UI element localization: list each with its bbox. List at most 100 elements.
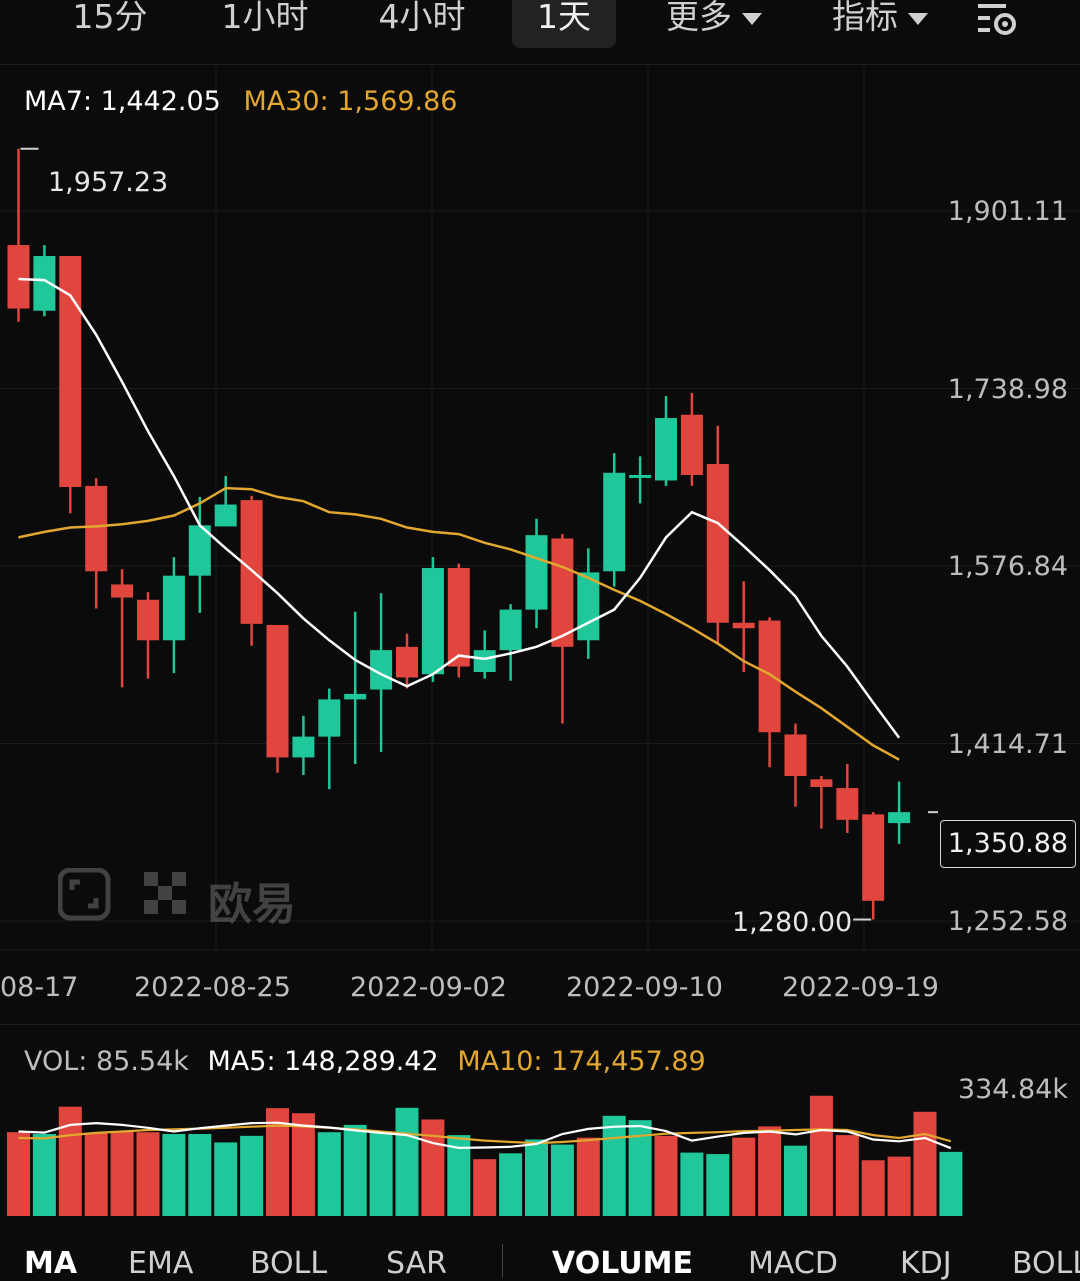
- vol-ma5-label: MA5: 148,289.42: [207, 1046, 439, 1077]
- y-tick-label: 1,414.71: [947, 729, 1068, 760]
- tab-indicators-label: 指标: [832, 0, 898, 36]
- volume-bar: [84, 1132, 108, 1216]
- volume-bar: [32, 1134, 56, 1216]
- candle-body: [680, 414, 703, 475]
- candle-body: [111, 584, 134, 598]
- candle-body: [59, 256, 82, 488]
- x-tick-label: 2022-09-02: [350, 972, 507, 1003]
- candle-body: [551, 538, 574, 647]
- volume-bar: [758, 1126, 782, 1216]
- volume-bar: [110, 1131, 134, 1216]
- volume-bar: [654, 1135, 678, 1216]
- chart-settings-icon[interactable]: [976, 0, 1020, 40]
- tab-ema[interactable]: EMA: [128, 1246, 194, 1281]
- vol-ma5-line: [18, 1121, 952, 1150]
- tab-kdj[interactable]: KDJ: [900, 1246, 952, 1281]
- ma-legend: MA7: 1,442.05 MA30: 1,569.86: [24, 86, 472, 117]
- volume-bar: [447, 1135, 471, 1216]
- candle-body: [499, 609, 522, 651]
- tab-sar[interactable]: SAR: [386, 1246, 447, 1281]
- candle-body: [706, 464, 729, 623]
- volume-legend: VOL: 85.54k MA5: 148,289.42 MA10: 174,45…: [24, 1046, 716, 1077]
- volume-bar: [188, 1134, 212, 1216]
- volume-bar: [7, 1132, 30, 1216]
- volume-bar: [939, 1151, 963, 1216]
- volume-bar: [861, 1160, 885, 1216]
- chevron-down-icon: [908, 12, 928, 25]
- x-tick-label: 2022-08-25: [134, 972, 291, 1003]
- candle-body: [370, 650, 393, 690]
- tab-1d[interactable]: 1天: [512, 0, 616, 48]
- tab-indicators[interactable]: 指标: [818, 0, 942, 48]
- candle-body: [447, 568, 470, 667]
- candle-body: [188, 525, 211, 576]
- ma7-line: [18, 277, 901, 739]
- candle-body: [732, 622, 755, 629]
- volume-bar: [809, 1095, 833, 1216]
- divider: [0, 1024, 1080, 1025]
- candle-body: [7, 245, 30, 309]
- last-price-badge: 1,350.88: [940, 820, 1076, 868]
- tab-boll[interactable]: BOLL: [250, 1246, 328, 1281]
- tab-boll-sub[interactable]: BOLL: [1012, 1246, 1080, 1281]
- volume-bar: [421, 1119, 445, 1216]
- timeframe-bar: 15分 1小时 4小时 1天 更多 指标: [0, 0, 1080, 62]
- candle-body: [758, 620, 781, 733]
- watermark-text: 欧易: [208, 879, 296, 930]
- volume-bar: [395, 1107, 419, 1216]
- y-tick-label: 1,252.58: [947, 906, 1068, 937]
- low-price-label: 1,280.00: [732, 907, 853, 938]
- y-tick-label: 1,901.11: [947, 196, 1068, 227]
- candle-body: [85, 485, 108, 572]
- tab-more-label: 更多: [666, 0, 732, 36]
- candle-body: [655, 418, 677, 481]
- volume-bar: [291, 1113, 315, 1216]
- candle-body: [836, 788, 859, 820]
- tab-macd[interactable]: MACD: [748, 1246, 838, 1281]
- tab-15m[interactable]: 15分: [72, 0, 148, 36]
- tab-volume[interactable]: VOLUME: [552, 1246, 693, 1281]
- tab-4h[interactable]: 4小时: [378, 0, 466, 36]
- volume-bar: [784, 1145, 807, 1216]
- x-tick-label: 08-17: [0, 972, 79, 1003]
- volume-bar: [913, 1111, 937, 1216]
- candle-body: [784, 734, 807, 777]
- volume-bar: [887, 1156, 911, 1216]
- vol-ma10-label: MA10: 174,457.89: [457, 1046, 706, 1077]
- candle-body: [214, 504, 237, 527]
- volume-bar: [317, 1132, 341, 1216]
- volume-bar: [473, 1159, 497, 1216]
- volume-bar: [266, 1108, 289, 1216]
- okx-watermark-logo: 欧易: [57, 867, 308, 930]
- volume-max-label: 334.84k: [957, 1074, 1068, 1105]
- volume-bar: [162, 1134, 186, 1216]
- ma30-label: MA30: 1,569.86: [243, 86, 458, 117]
- vol-ma10-line: [18, 1124, 952, 1145]
- divider: [0, 64, 1080, 65]
- volume-bar: [525, 1139, 548, 1216]
- candle-body: [396, 646, 418, 678]
- candle-body: [888, 812, 911, 824]
- candle-body: [862, 814, 885, 901]
- candle-body: [240, 500, 263, 624]
- volume-bar: [136, 1132, 160, 1216]
- tab-divider: [502, 1244, 503, 1278]
- tab-ma[interactable]: MA: [24, 1246, 78, 1281]
- volume-bar: [343, 1124, 367, 1216]
- candle-body: [810, 779, 833, 787]
- candle-body: [137, 599, 159, 641]
- candle-body: [162, 575, 185, 641]
- indicator-tabs: MA EMA BOLL SAR VOLUME MACD KDJ BOLL: [0, 1240, 1080, 1281]
- ma7-label: MA7: 1,442.05: [24, 86, 221, 117]
- volume-bar: [214, 1142, 238, 1216]
- candle-body: [266, 624, 289, 758]
- candle-body: [421, 568, 444, 675]
- candle-body: [292, 736, 315, 758]
- candle-body: [33, 256, 56, 311]
- tab-more[interactable]: 更多: [652, 0, 776, 48]
- vol-label: VOL: 85.54k: [24, 1046, 189, 1077]
- tab-1h[interactable]: 1小时: [221, 0, 309, 36]
- x-tick-label: 2022-09-19: [782, 972, 939, 1003]
- volume-bar: [499, 1153, 523, 1216]
